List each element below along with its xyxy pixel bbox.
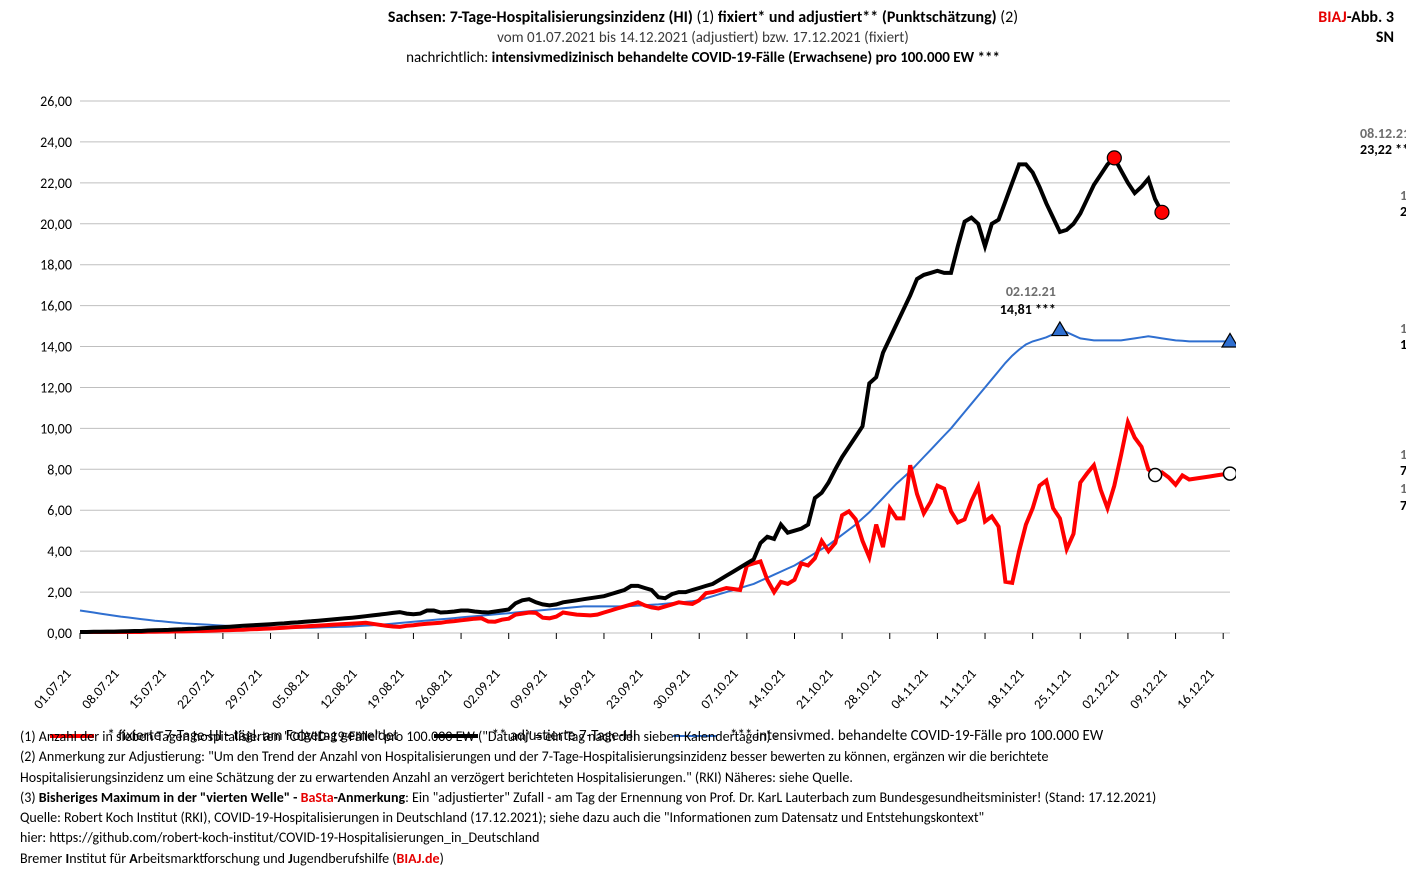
chart-area: 0,00 2,00 4,00 6,00 8,00 10,00 12,00 14,00 16,00… — [20, 95, 1236, 649]
biaj-label: BIAJ — [1318, 8, 1346, 27]
svg-text:6,00: 6,00 — [47, 502, 72, 519]
svg-text:18,00: 18,00 — [40, 257, 72, 274]
svg-text:22,00: 22,00 — [40, 175, 72, 192]
x-tick-label: 05.08.21 — [268, 665, 313, 712]
svg-text:4,00: 4,00 — [47, 543, 72, 560]
label-fix-end: 17.12.21 7,79 * — [1400, 447, 1406, 479]
x-tick-label: 25.11.21 — [1030, 665, 1075, 712]
svg-text:8,00: 8,00 — [47, 461, 72, 478]
x-tick-label: 28.10.21 — [840, 665, 885, 712]
x-tick-label: 29.07.21 — [221, 665, 266, 712]
svg-text:16,00: 16,00 — [40, 298, 72, 315]
x-tick-label: 16.09.21 — [554, 665, 599, 712]
x-tick-label: 26.08.21 — [411, 665, 456, 712]
x-tick-label: 08.07.21 — [78, 665, 123, 712]
label-fix-end2: 14.12.21 7,72 * — [1400, 481, 1406, 513]
chart-subtitle: vom 01.07.2021 bis 14.12.2021 (adjustier… — [0, 29, 1406, 47]
chart-header: Sachsen: 7-Tage-Hospitalisierungsinziden… — [0, 0, 1406, 67]
svg-text:24,00: 24,00 — [40, 134, 72, 151]
x-tick-label: 15.07.21 — [125, 665, 170, 712]
label-icu-end: 17.12.21 14,25 *** — [1400, 321, 1406, 353]
footnote-2a: (2) Anmerkung zur Adjustierung: "Um den … — [20, 747, 1386, 767]
x-tick-label: 11.11.21 — [935, 665, 980, 712]
institute: Bremer Institut für Arbeitsmarktforschun… — [20, 849, 1386, 869]
title-bold1: Sachsen: 7-Tage-Hospitalisierungsinziden… — [388, 8, 693, 27]
title-bold2: fixiert* und adjustiert** (Punktschätzun… — [718, 8, 997, 27]
label-adj-max: 08.12.21 (3) — 23,22 ** — [1360, 126, 1406, 158]
svg-text:2,00: 2,00 — [47, 584, 72, 601]
svg-text:14,00: 14,00 — [40, 339, 72, 356]
x-tick-label: 02.09.21 — [459, 665, 504, 712]
x-tick-label: 12.08.21 — [316, 665, 361, 712]
x-tick-label: 09.09.21 — [506, 665, 551, 712]
line3-prefix: nachrichtlich: — [406, 49, 492, 67]
svg-text:14,81 ***: 14,81 *** — [1000, 301, 1056, 318]
footnote-2b: Hospitalisierungsinzidenz um eine Schätz… — [20, 768, 1386, 788]
x-tick-label: 30.09.21 — [649, 665, 694, 712]
svg-text:12,00: 12,00 — [40, 379, 72, 396]
line-chart-svg: 0,00 2,00 4,00 6,00 8,00 10,00 12,00 14,00 16,00… — [20, 95, 1236, 649]
x-tick-label: 22.07.21 — [173, 665, 218, 712]
svg-text:26,00: 26,00 — [40, 95, 72, 110]
x-tick-label: 23.09.21 — [602, 665, 647, 712]
x-tick-label: 04.11.21 — [887, 665, 932, 712]
chart-title: Sachsen: 7-Tage-Hospitalisierungsinziden… — [0, 8, 1406, 27]
x-tick-label: 01.07.21 — [30, 665, 75, 712]
footnote-3: (3) Bisheriges Maximum in der "vierten W… — [20, 788, 1386, 808]
x-tick-label: 18.11.21 — [983, 665, 1028, 712]
region-label: SN — [1318, 28, 1394, 48]
source-2: hier: https://github.com/robert-koch-ins… — [20, 828, 1386, 848]
x-tick-label: 19.08.21 — [363, 665, 408, 712]
x-tick-label: 09.12.21 — [1126, 665, 1171, 712]
svg-text:10,00: 10,00 — [40, 420, 72, 437]
abb-label: -Abb. 3 — [1347, 8, 1394, 27]
x-tick-label: 02.12.21 — [1078, 665, 1123, 712]
x-tick-label: 14.10.21 — [744, 665, 789, 712]
svg-text:02.12.21: 02.12.21 — [1006, 283, 1056, 300]
footnote-1: (1) Anzahl der in sieben Tagen hospitali… — [20, 727, 1386, 747]
source-1: Quelle: Robert Koch Institut (RKI), COVI… — [20, 808, 1386, 828]
x-tick-label: 16.12.21 — [1173, 665, 1218, 712]
line3-bold: intensivmedizinisch behandelte COVID-19-… — [492, 49, 1000, 67]
label-adj-end: 14.12.21 20,56 ** — [1400, 188, 1406, 220]
x-tick-label: 21.10.21 — [792, 665, 837, 712]
chart-subtitle-2: nachrichtlich: intensivmedizinisch behan… — [0, 49, 1406, 67]
footnotes: (1) Anzahl der in sieben Tagen hospitali… — [20, 727, 1386, 869]
title-suffix: (2) — [1000, 8, 1018, 27]
svg-text:0,00: 0,00 — [47, 625, 72, 642]
x-tick-label: 07.10.21 — [697, 665, 742, 712]
svg-text:20,00: 20,00 — [40, 216, 72, 233]
top-right-badge: BIAJ-Abb. 3 SN — [1318, 8, 1394, 48]
title-mid: (1) — [696, 8, 717, 27]
